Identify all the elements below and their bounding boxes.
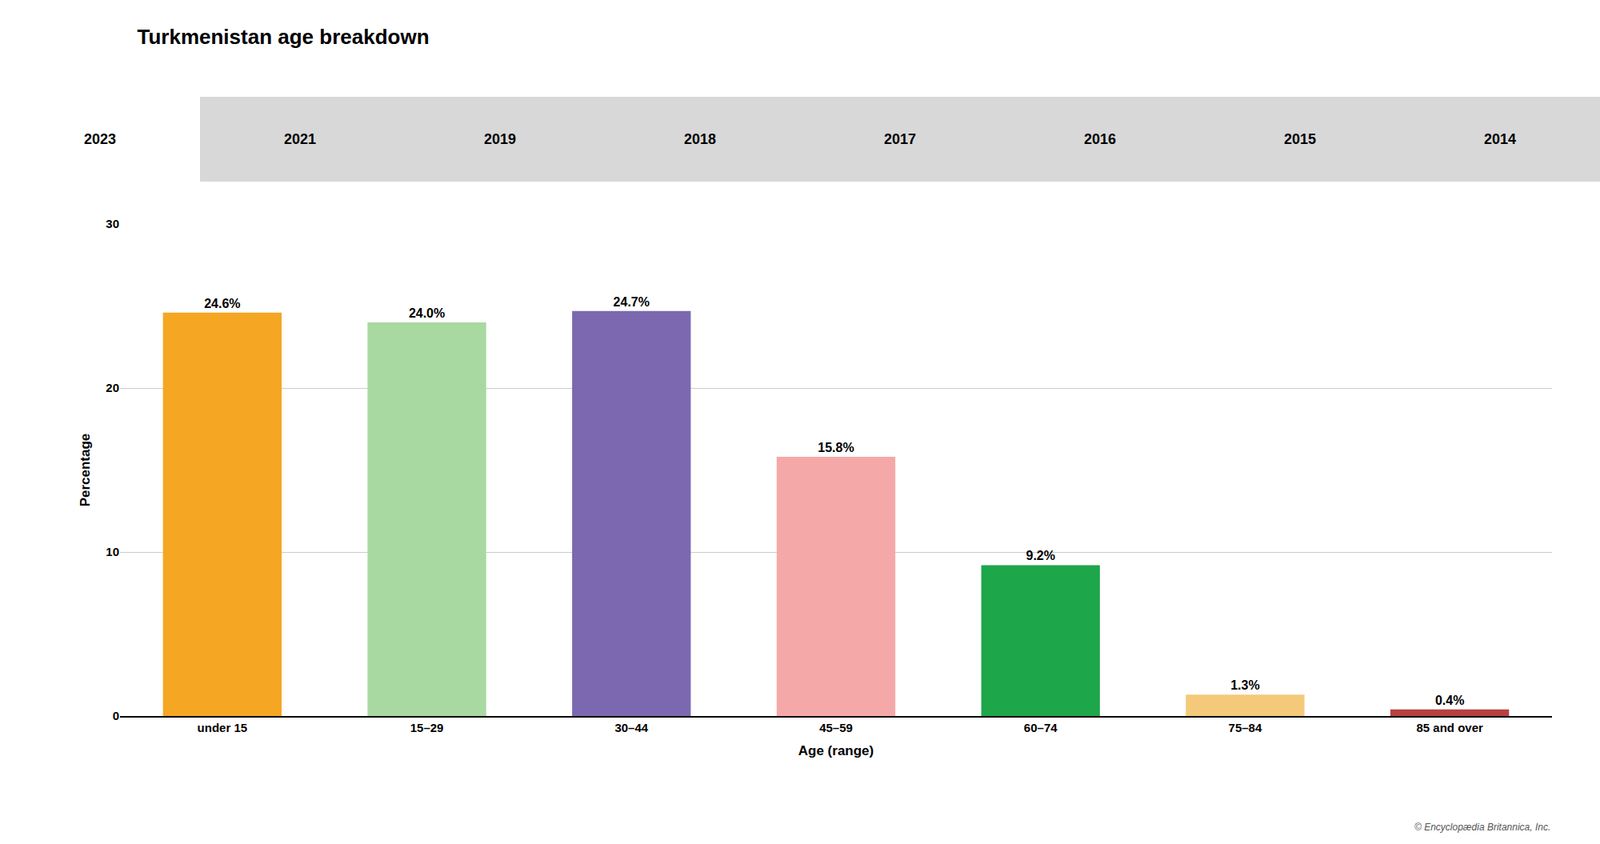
svg-text:15.8%: 15.8% [817,440,854,455]
svg-text:15–29: 15–29 [410,720,444,735]
svg-text:2014: 2014 [1484,131,1516,148]
svg-text:24.7%: 24.7% [613,295,650,309]
svg-text:30–44: 30–44 [614,720,648,735]
svg-text:1.3%: 1.3% [1230,678,1260,692]
svg-text:2023: 2023 [84,131,116,148]
svg-text:Age (range): Age (range) [798,743,874,759]
svg-text:85 and over: 85 and over [1416,720,1484,735]
svg-text:24.0%: 24.0% [408,306,445,320]
svg-text:2016: 2016 [1084,131,1116,148]
svg-text:9.2%: 9.2% [1025,548,1055,563]
svg-text:2021: 2021 [284,131,316,148]
svg-text:Turkmenistan age breakdown: Turkmenistan age breakdown [136,24,429,49]
svg-text:20: 20 [105,380,120,395]
svg-text:30: 30 [105,216,120,231]
svg-text:under 15: under 15 [197,720,248,735]
svg-text:2015: 2015 [1284,131,1316,148]
svg-text:0: 0 [112,708,120,723]
svg-text:2017: 2017 [884,131,916,148]
svg-text:© Encyclopædia Britannica, Inc: © Encyclopædia Britannica, Inc. [1414,821,1551,833]
svg-text:Percentage: Percentage [77,433,93,508]
svg-text:2019: 2019 [484,131,516,148]
svg-text:75–84: 75–84 [1228,720,1263,735]
svg-text:0.4%: 0.4% [1435,693,1464,708]
svg-text:60–74: 60–74 [1024,720,1058,735]
svg-text:2018: 2018 [684,131,716,148]
svg-text:10: 10 [105,544,120,559]
svg-text:24.6%: 24.6% [204,296,240,311]
svg-text:45–59: 45–59 [819,720,853,735]
